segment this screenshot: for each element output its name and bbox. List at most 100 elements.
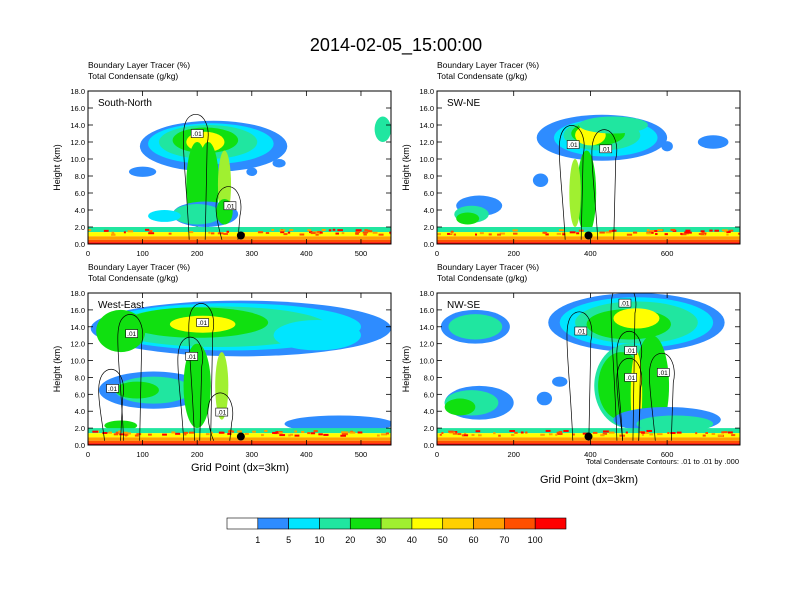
boundary-layer-speckle (171, 431, 176, 434)
colorbar-swatch (349, 517, 382, 530)
y-tick-label: 10.0 (419, 155, 434, 164)
boundary-layer-speckle (641, 433, 644, 436)
boundary-layer-speckle (556, 431, 562, 434)
boundary-layer-speckle (714, 229, 719, 232)
tracer-region (96, 309, 146, 353)
condensate-contour-line (117, 314, 143, 441)
colorbar-swatch (319, 517, 351, 530)
boundary-layer-speckle (625, 431, 628, 434)
boundary-layer-speckle (569, 231, 576, 234)
colorbar-label: 70 (499, 535, 509, 545)
boundary-layer-speckle (672, 229, 677, 232)
boundary-layer-speckle (323, 433, 329, 436)
y-tick-label: 4.0 (75, 206, 85, 215)
colorbar-label: 60 (469, 535, 479, 545)
tracer-region (456, 212, 480, 225)
boundary-layer-speckle (278, 431, 283, 434)
contour-label-box (566, 140, 580, 149)
boundary-layer-speckle (723, 431, 728, 434)
y-tick-label: 8.0 (424, 172, 434, 181)
axes-frame (87, 90, 392, 245)
y-tick-label: 2.0 (424, 424, 434, 433)
boundary-layer-band (88, 440, 391, 444)
boundary-layer-speckle (439, 433, 442, 436)
boundary-layer-speckle (210, 431, 213, 434)
boundary-layer-speckle (728, 229, 734, 232)
boundary-layer-speckle (655, 233, 658, 236)
boundary-layer-speckle (280, 231, 285, 234)
x-tick-label: 300 (246, 249, 259, 258)
boundary-layer-speckle (649, 230, 655, 233)
boundary-layer-speckle (335, 232, 339, 235)
boundary-layer-band (437, 440, 740, 444)
boundary-layer-speckle (478, 434, 482, 437)
y-tick-label: 14.0 (70, 121, 85, 130)
contour-label: .01 (569, 142, 578, 149)
contour-label: .01 (659, 370, 668, 377)
boundary-layer-speckle (471, 433, 475, 436)
colorbar-label: 40 (407, 535, 417, 545)
panel-subtitle-tracer: Boundary Layer Tracer (%) (437, 262, 539, 272)
boundary-layer-speckle (111, 231, 115, 234)
figure-title: 2014-02-05_15:00:00 (310, 35, 482, 56)
condensate-contour-line (649, 352, 675, 441)
boundary-layer-speckle (183, 431, 189, 434)
contour-label: .01 (576, 329, 585, 336)
tracer-region (532, 173, 549, 188)
boundary-layer-speckle (600, 434, 605, 437)
boundary-layer-speckle (175, 432, 181, 435)
boundary-layer-speckle (545, 429, 551, 432)
panel-label: SW-NE (447, 98, 480, 109)
boundary-layer-speckle (308, 231, 313, 234)
y-tick-label: 12.0 (419, 340, 434, 349)
condensate-contour-line (616, 330, 642, 441)
boundary-layer-band (88, 242, 391, 244)
x-tick-label: 400 (300, 249, 313, 258)
y-tick-label: 18.0 (419, 289, 434, 298)
boundary-layer-speckle (301, 430, 305, 433)
boundary-layer-speckle (252, 430, 256, 433)
x-axis-label-right: Grid Point (dx=3km) (540, 474, 638, 486)
boundary-layer-speckle (685, 229, 691, 232)
boundary-layer-speckle (134, 434, 139, 437)
x-tick-label: 400 (300, 450, 313, 459)
boundary-layer-speckle (709, 229, 713, 232)
y-tick-label: 6.0 (75, 189, 85, 198)
panel-label: West-East (98, 300, 144, 311)
boundary-layer-speckle (641, 431, 645, 434)
boundary-layer-band (437, 443, 740, 445)
colorbar-swatch (288, 517, 320, 530)
boundary-layer-speckle (341, 433, 348, 436)
boundary-layer-speckle (127, 230, 134, 233)
contour-label-box (215, 407, 229, 417)
boundary-layer-speckle (572, 433, 575, 436)
boundary-layer-speckle (113, 433, 119, 436)
boundary-layer-speckle (381, 433, 388, 436)
boundary-layer-speckle (364, 229, 368, 232)
y-tick-label: 10.0 (419, 357, 434, 366)
boundary-layer-speckle (188, 231, 194, 234)
boundary-layer-speckle (237, 430, 242, 433)
axes-frame (87, 292, 392, 446)
boundary-layer-speckle (289, 229, 294, 232)
colorbar-swatch (473, 517, 505, 530)
colorbar-label: 20 (345, 535, 355, 545)
boundary-layer-speckle (512, 229, 518, 232)
boundary-layer-speckle (556, 232, 562, 235)
boundary-layer-speckle (475, 233, 478, 236)
tracer-region (697, 135, 729, 149)
boundary-layer-speckle (657, 229, 663, 232)
y-tick-label: 18.0 (419, 87, 434, 96)
colorbar-swatch (442, 517, 474, 530)
x-tick-label: 300 (246, 450, 259, 459)
boundary-layer-speckle (313, 430, 318, 433)
boundary-layer-speckle (294, 430, 297, 433)
boundary-layer-speckle (389, 232, 391, 235)
boundary-layer-speckle (479, 232, 484, 235)
tracer-region (115, 381, 159, 399)
x-tick-label: 200 (507, 249, 520, 258)
boundary-layer-speckle (318, 433, 323, 436)
boundary-layer-speckle (667, 432, 670, 435)
y-tick-label: 0.0 (424, 441, 434, 450)
